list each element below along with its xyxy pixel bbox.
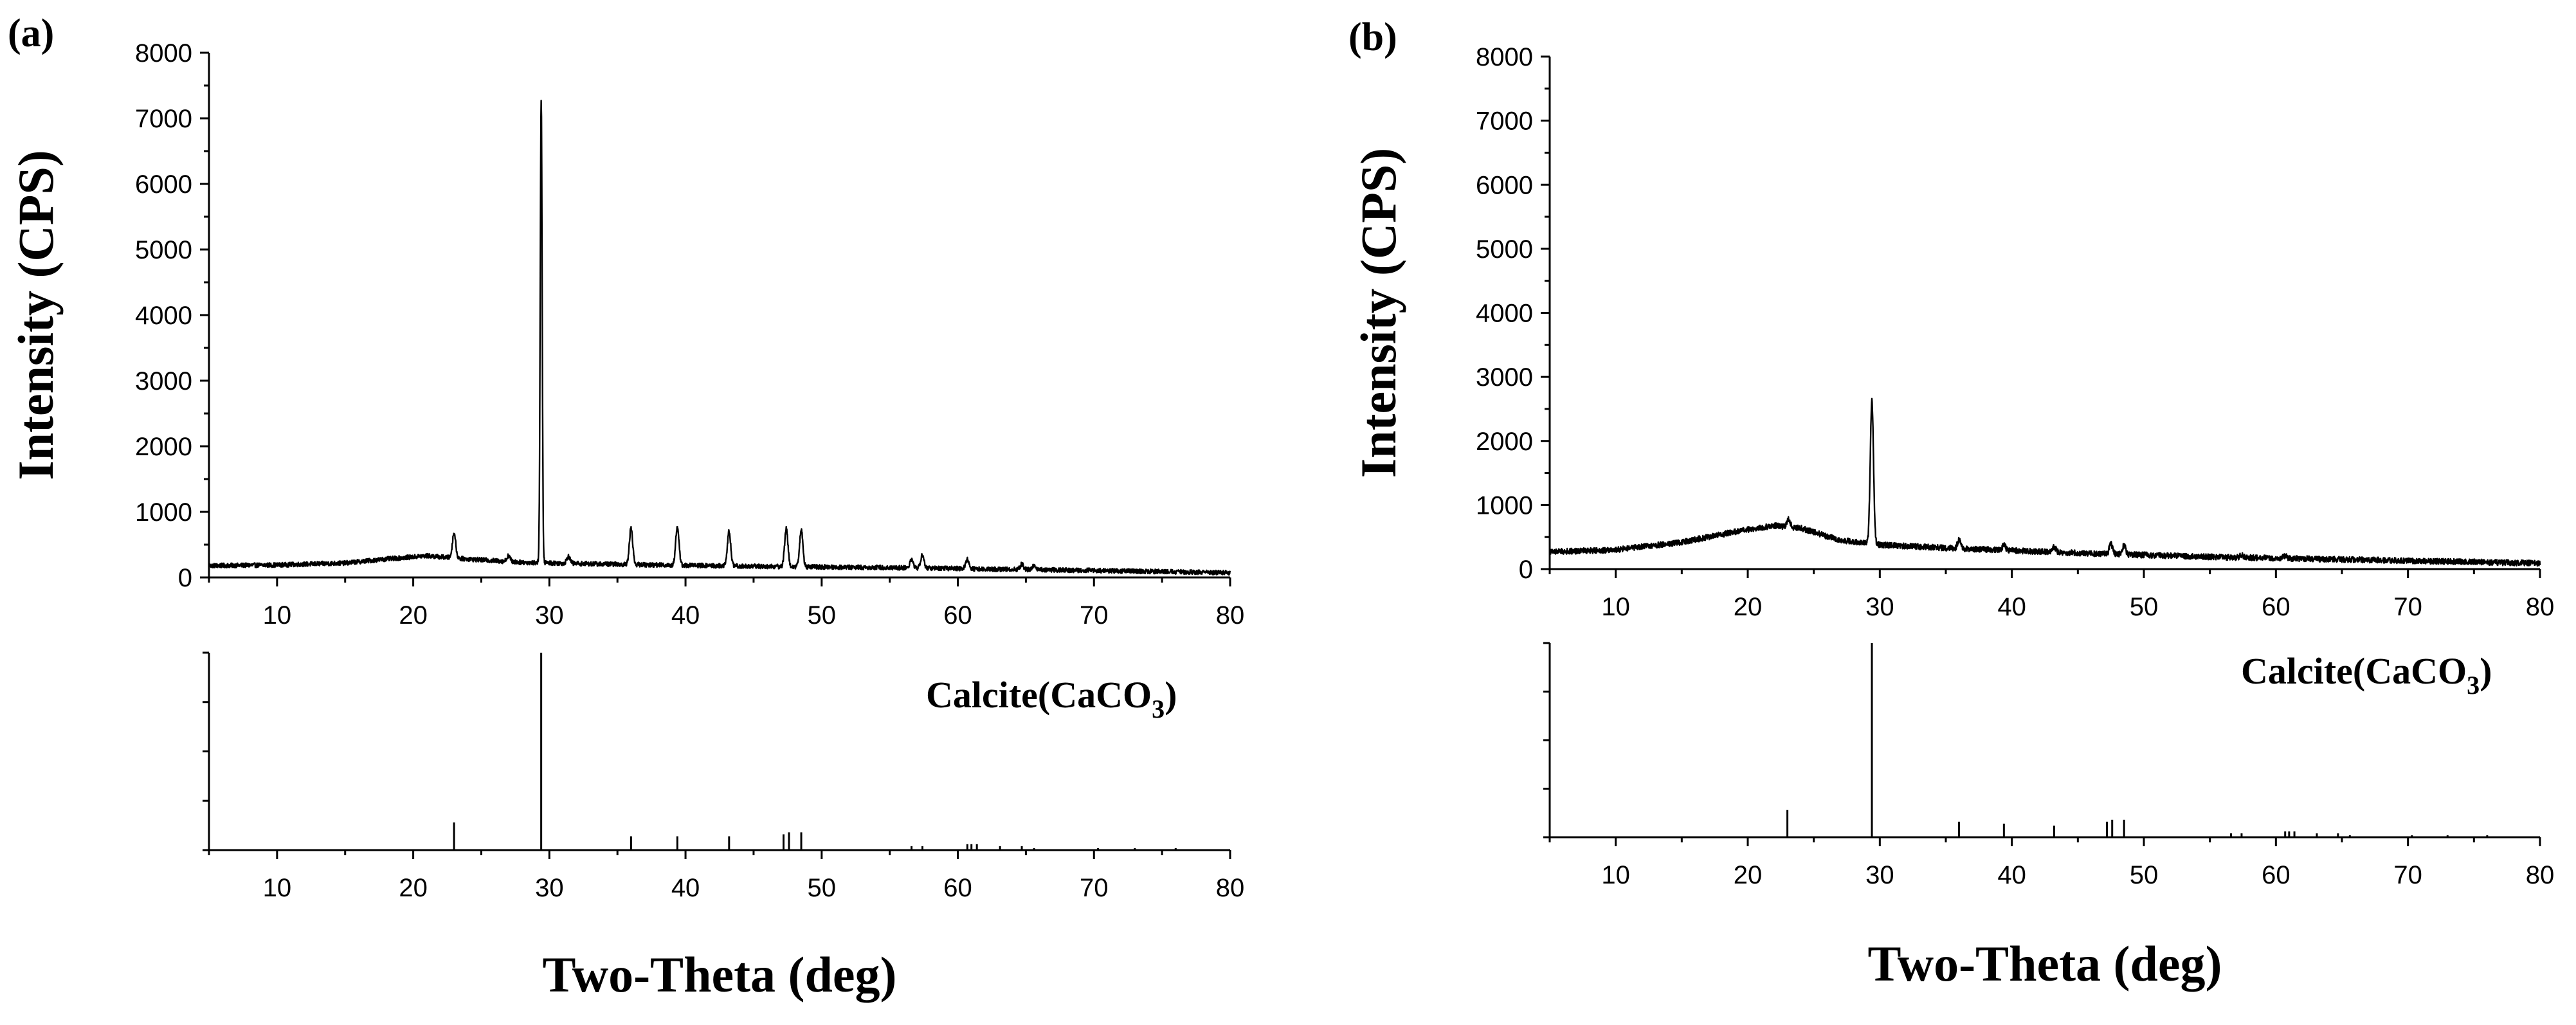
panel-label: (a) xyxy=(8,12,54,55)
y-tick-label: 8000 xyxy=(1476,43,1533,71)
x-tick-label: 60 xyxy=(2262,593,2290,621)
y-tick-label: 5000 xyxy=(135,236,192,264)
y-tick-label: 6000 xyxy=(1476,171,1533,199)
ref-x-tick-label: 80 xyxy=(2526,861,2555,889)
y-axis-title: Intensity (CPS) xyxy=(8,150,64,480)
y-tick-label: 3000 xyxy=(135,367,192,395)
ref-x-tick-label: 50 xyxy=(808,874,837,902)
reference-label-subscript: 3 xyxy=(1152,694,1165,723)
x-tick-label: 80 xyxy=(2526,593,2555,621)
y-tick-label: 2000 xyxy=(135,433,192,461)
x-tick-label: 70 xyxy=(1080,601,1109,630)
reference-label-suffix: ) xyxy=(2480,650,2492,692)
x-axis-title: Two-Theta (deg) xyxy=(543,947,897,1002)
reference-label: Calcite(CaCO3) xyxy=(2241,650,2492,700)
ref-x-tick-label: 60 xyxy=(2262,861,2290,889)
x-tick-label: 60 xyxy=(943,601,972,630)
ref-x-tick-label: 10 xyxy=(1601,861,1630,889)
ref-x-tick-label: 20 xyxy=(1734,861,1763,889)
x-tick-label: 80 xyxy=(1216,601,1245,630)
chart-panel-a: (a) 0 1000 2000 3000 4000 5000 6000 7000 8000 10 20… xyxy=(8,12,1244,1002)
ref-x-tick-label: 20 xyxy=(399,874,428,902)
y-axis-title: Intensity (CPS) xyxy=(1350,148,1406,478)
ref-x-tick-label: 60 xyxy=(943,874,972,902)
ref-x-tick-label: 40 xyxy=(671,874,700,902)
chart-panel-b: (b) 0 1000 2000 3000 4000 5000 6000 7000 8000 10 20… xyxy=(1348,15,2554,992)
y-tick-label: 0 xyxy=(178,564,192,592)
reference-label-main: Calcite(CaCO xyxy=(2241,650,2467,692)
y-tick-label: 1000 xyxy=(1476,491,1533,520)
y-tick-label: 7000 xyxy=(135,105,192,133)
ref-x-tick-label: 40 xyxy=(1997,861,2026,889)
x-tick-label: 70 xyxy=(2393,593,2422,621)
y-tick-label: 0 xyxy=(1519,556,1533,584)
xrd-pattern-line xyxy=(1548,397,2541,567)
y-tick-label: 5000 xyxy=(1476,235,1533,264)
ref-x-tick-label: 70 xyxy=(1080,874,1109,902)
x-tick-label: 10 xyxy=(1601,593,1630,621)
x-tick-label: 20 xyxy=(399,601,428,630)
y-tick-label: 1000 xyxy=(135,498,192,527)
x-tick-label: 20 xyxy=(1734,593,1763,621)
panel-label: (b) xyxy=(1348,15,1397,59)
ref-x-tick-label: 30 xyxy=(535,874,564,902)
y-tick-label: 8000 xyxy=(135,39,192,68)
y-tick-label: 7000 xyxy=(1476,107,1533,136)
ref-x-tick-label: 80 xyxy=(1216,874,1245,902)
y-tick-label: 4000 xyxy=(135,302,192,330)
reference-label-suffix: ) xyxy=(1165,674,1177,716)
reference-label: Calcite(CaCO3) xyxy=(926,674,1177,723)
reference-label-main: Calcite(CaCO xyxy=(926,674,1152,716)
ref-x-tick-label: 30 xyxy=(1865,861,1894,889)
x-tick-label: 40 xyxy=(1997,593,2026,621)
reference-label-subscript: 3 xyxy=(2467,671,2480,700)
ref-x-tick-label: 70 xyxy=(2393,861,2422,889)
y-tick-label: 2000 xyxy=(1476,428,1533,456)
x-tick-label: 50 xyxy=(2130,593,2159,621)
xrd-pattern-line xyxy=(208,100,1231,576)
x-tick-label: 30 xyxy=(1865,593,1894,621)
x-axis-title: Two-Theta (deg) xyxy=(1868,936,2222,992)
y-tick-label: 6000 xyxy=(135,170,192,199)
x-tick-label: 30 xyxy=(535,601,564,630)
x-tick-label: 50 xyxy=(808,601,837,630)
ref-x-tick-label: 10 xyxy=(263,874,292,902)
y-tick-label: 3000 xyxy=(1476,363,1533,392)
ref-x-tick-label: 50 xyxy=(2130,861,2159,889)
y-tick-label: 4000 xyxy=(1476,300,1533,328)
x-tick-label: 10 xyxy=(263,601,292,630)
x-tick-label: 40 xyxy=(671,601,700,630)
